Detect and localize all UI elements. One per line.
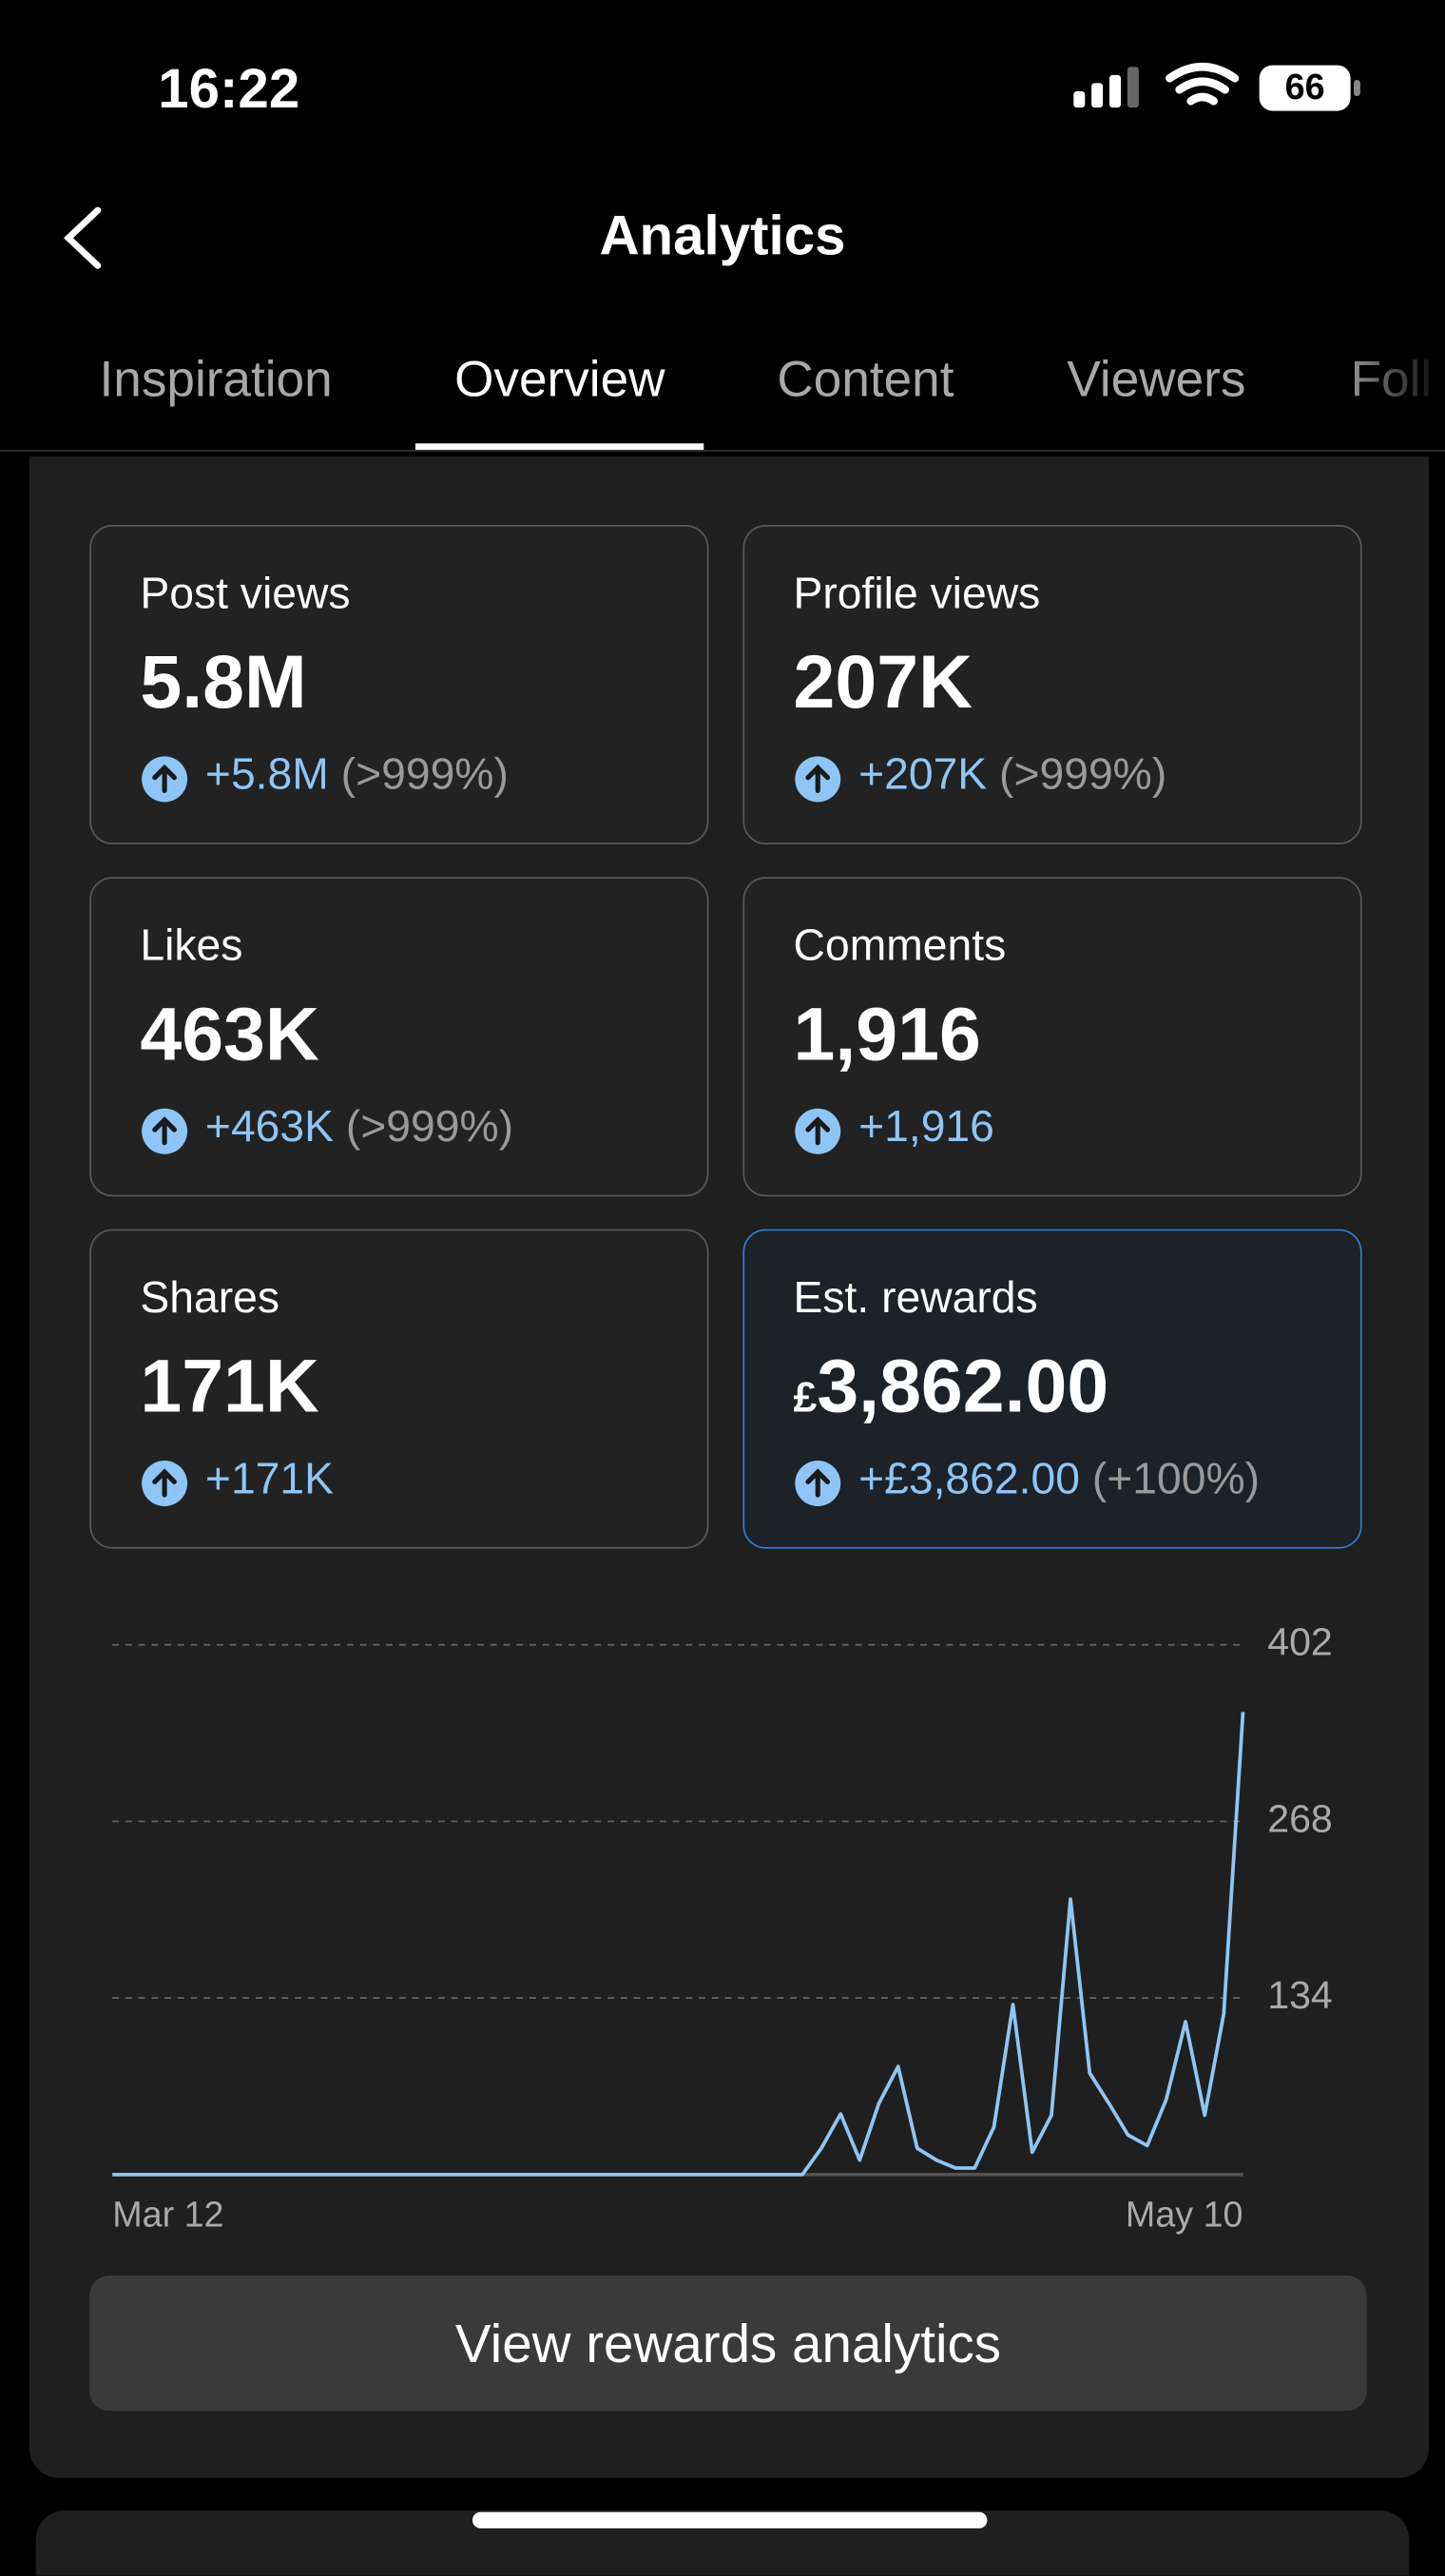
metric-change: +171K bbox=[205, 1454, 334, 1504]
tab[interactable]: Viewers bbox=[1067, 350, 1246, 408]
metric-label: Post views bbox=[140, 569, 351, 618]
value: 207K bbox=[793, 639, 973, 725]
metric-value: 207K bbox=[794, 637, 973, 726]
change: +5.8M bbox=[204, 749, 329, 800]
value: 171K bbox=[140, 1343, 319, 1428]
metric-label: Likes bbox=[140, 920, 243, 971]
status-time: 16:22 bbox=[158, 58, 300, 121]
change: +£3,862.00 bbox=[858, 1454, 1080, 1503]
header-title: Analytics bbox=[599, 205, 846, 268]
metric-value: 1,916 bbox=[794, 990, 981, 1078]
home-indicator bbox=[472, 2511, 988, 2528]
icon-arrow bbox=[805, 1468, 831, 1498]
tab-fade bbox=[1336, 318, 1445, 449]
metric-label: Profile views bbox=[793, 569, 1041, 618]
back-button[interactable] bbox=[59, 203, 111, 272]
percent: (>999%) bbox=[345, 1101, 514, 1152]
value: 3,862.00 bbox=[817, 1343, 1109, 1428]
metric-card: Post views 5.8M +5.8M (>999%) bbox=[89, 525, 709, 845]
tab[interactable]: Content bbox=[777, 350, 954, 408]
tab-indicator bbox=[414, 443, 704, 451]
up-icon bbox=[795, 1108, 841, 1154]
tab[interactable]: Inspiration bbox=[99, 350, 333, 408]
metric-change: +5.8M (>999%) bbox=[205, 750, 509, 801]
percent: (>999%) bbox=[340, 749, 509, 800]
metric-label: Shares bbox=[140, 1272, 279, 1323]
up-icon bbox=[142, 1461, 188, 1507]
metric-card: Likes 463K +463K (>999%) bbox=[89, 877, 709, 1197]
data-line bbox=[112, 1712, 1245, 2177]
metric-card: Est. rewards £3,862.00 +£3,862.00 (+100%) bbox=[742, 1229, 1362, 1549]
x-tick-label: Mar 12 bbox=[112, 2194, 223, 2234]
y-tick-label: 134 bbox=[1267, 1973, 1333, 2017]
percent: (+100%) bbox=[1091, 1454, 1261, 1503]
metric-value: 171K bbox=[140, 1342, 318, 1430]
up-icon bbox=[795, 756, 841, 803]
metric-value: £3,862.00 bbox=[794, 1342, 1109, 1430]
icon-arrow bbox=[805, 1116, 831, 1146]
percent: (>999%) bbox=[999, 749, 1167, 800]
metric-change: +207K (>999%) bbox=[858, 750, 1166, 801]
change: +207K bbox=[858, 749, 988, 800]
status-icons: 66 bbox=[1073, 63, 1360, 111]
currency: £ bbox=[793, 1372, 818, 1422]
icon-arrow bbox=[152, 1116, 177, 1146]
up-icon bbox=[795, 1461, 841, 1507]
metric-card: Shares 171K +171K bbox=[89, 1229, 709, 1549]
icon-arrow bbox=[805, 764, 831, 794]
metric-card: Profile views 207K +207K (>999%) bbox=[742, 525, 1362, 845]
battery-level: 66 bbox=[1285, 67, 1325, 107]
y-tick-label: 402 bbox=[1267, 1620, 1333, 1664]
chart: 134 268 402 Mar 12 May 10 bbox=[112, 1620, 1333, 2235]
metric-label: Est. rewards bbox=[793, 1272, 1038, 1323]
tab[interactable]: Overview bbox=[454, 350, 665, 408]
rewards-button[interactable]: View rewards analytics bbox=[89, 2276, 1367, 2411]
change: +1,916 bbox=[858, 1101, 994, 1152]
value: 463K bbox=[140, 991, 319, 1076]
metric-value: 5.8M bbox=[140, 637, 306, 726]
metric-card: Comments 1,916 +1,916 bbox=[742, 877, 1362, 1197]
icon-arrow bbox=[152, 764, 177, 794]
metric-change: +463K (>999%) bbox=[205, 1102, 513, 1152]
change: +463K bbox=[204, 1101, 335, 1152]
divider bbox=[0, 450, 1445, 452]
up-icon bbox=[142, 1108, 188, 1154]
value: 5.8M bbox=[140, 639, 307, 725]
metric-value: 463K bbox=[140, 990, 318, 1078]
metric-change: +1,916 bbox=[858, 1102, 994, 1152]
up-icon bbox=[142, 756, 188, 803]
x-tick-label: May 10 bbox=[1126, 2194, 1243, 2234]
y-tick-label: 268 bbox=[1267, 1796, 1333, 1840]
value: 1,916 bbox=[793, 991, 981, 1076]
metric-change: +£3,862.00 (+100%) bbox=[858, 1454, 1260, 1504]
icon-arrow bbox=[152, 1468, 177, 1498]
change: +171K bbox=[204, 1454, 335, 1503]
metric-label: Comments bbox=[793, 920, 1007, 971]
